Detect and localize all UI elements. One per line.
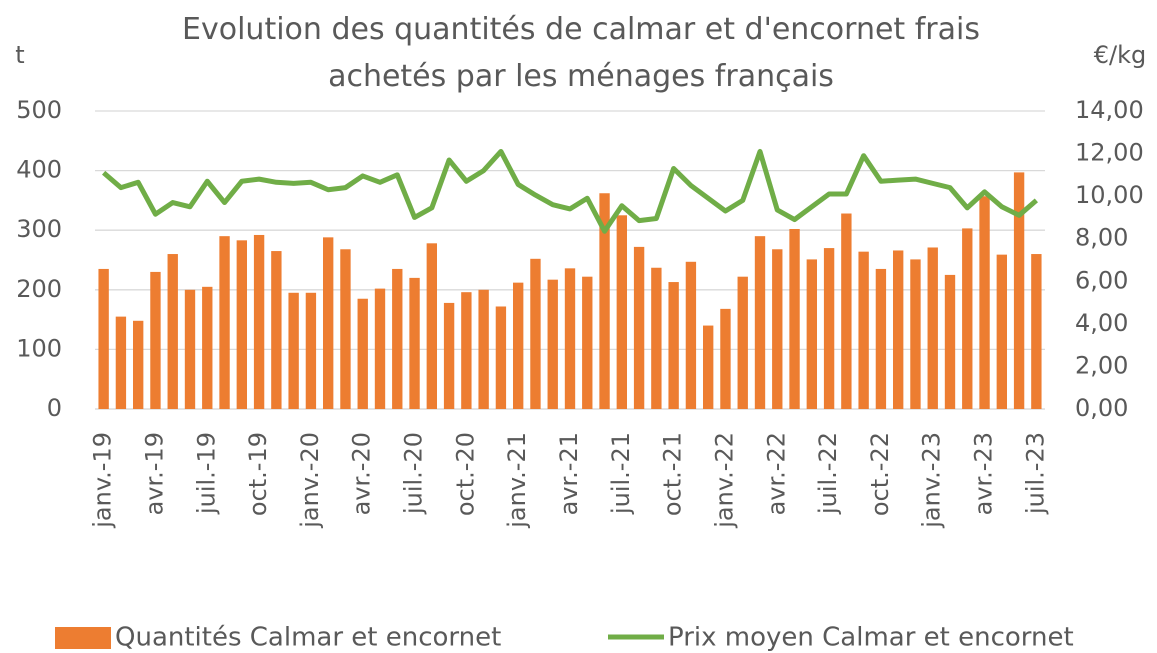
- bar: [599, 193, 610, 409]
- bar: [996, 254, 1007, 409]
- y-tick-label: 0: [47, 394, 62, 422]
- x-tick-label: janv.-21: [503, 432, 531, 529]
- y2-tick-label: 10,00: [1075, 181, 1144, 209]
- y2-tick-label: 2,00: [1075, 351, 1128, 379]
- bar: [357, 298, 368, 409]
- x-tick-label: janv.-20: [296, 432, 324, 529]
- bar: [582, 276, 593, 409]
- bar: [513, 282, 524, 409]
- x-tick-label: juil.-20: [400, 432, 428, 515]
- bar: [806, 259, 817, 409]
- x-tick-label: janv.-19: [89, 432, 117, 529]
- bar: [167, 254, 178, 409]
- bar: [616, 215, 627, 409]
- bar: [962, 228, 973, 409]
- x-tick-label: avr.-19: [140, 432, 168, 515]
- bar: [288, 292, 299, 409]
- bar: [461, 292, 472, 409]
- bar: [98, 268, 109, 409]
- x-tick-label: oct.-22: [866, 432, 894, 516]
- bar: [772, 249, 783, 409]
- bar: [633, 246, 645, 409]
- x-tick-label: avr.-21: [555, 432, 583, 515]
- x-tick-label: avr.-22: [762, 432, 790, 515]
- bar: [893, 250, 904, 409]
- bar: [1031, 254, 1042, 409]
- y2-tick-label: 14,00: [1075, 96, 1144, 124]
- bar: [944, 274, 956, 409]
- x-tick-label: juil.-22: [814, 432, 842, 515]
- bar: [115, 316, 127, 409]
- bar: [651, 267, 662, 409]
- legend-swatch: [55, 627, 111, 649]
- legend-label: Quantités Calmar et encornet: [115, 623, 501, 653]
- bar: [1013, 172, 1025, 409]
- bar: [910, 259, 921, 409]
- bar: [184, 289, 196, 409]
- bar: [374, 288, 386, 409]
- bar: [858, 251, 869, 409]
- y-tick-label: 100: [16, 334, 62, 362]
- y-tick-label: 400: [16, 156, 62, 184]
- line: [102, 148, 1038, 234]
- bar: [133, 320, 144, 409]
- bar: [340, 249, 351, 409]
- x-tick-label: avr.-23: [970, 432, 998, 515]
- x-tick-label: juil.-19: [192, 432, 220, 515]
- bar: [443, 302, 455, 409]
- chart-title: Evolution des quantités de calmar et d'e…: [182, 12, 980, 94]
- y2-tick-label: 12,00: [1075, 139, 1144, 167]
- bar: [979, 196, 990, 409]
- x-tick-label: oct.-21: [659, 432, 687, 516]
- bar: [219, 236, 230, 409]
- bar: [253, 234, 265, 409]
- bar: [737, 276, 748, 409]
- x-tick-label: janv.-22: [710, 432, 738, 529]
- bar: [927, 247, 938, 409]
- bar: [668, 282, 679, 409]
- bar: [754, 236, 766, 409]
- bar: [478, 289, 489, 409]
- x-tick-label: janv.-23: [918, 432, 946, 529]
- x-tick-label: juil.-23: [1021, 432, 1049, 515]
- y2-axis-label: €/kg: [1094, 41, 1147, 69]
- bar: [823, 248, 835, 409]
- y2-tick-label: 4,00: [1075, 309, 1128, 337]
- bar: [236, 240, 247, 409]
- bar: [150, 271, 161, 409]
- bar: [789, 229, 800, 409]
- y-tick-label: 200: [16, 275, 62, 303]
- bar: [564, 268, 576, 409]
- bar: [409, 277, 420, 409]
- y-tick-label: 300: [16, 215, 62, 243]
- bar: [720, 308, 731, 409]
- x-tick-label: juil.-21: [607, 432, 635, 515]
- y2-tick-label: 6,00: [1075, 266, 1128, 294]
- bar: [875, 268, 887, 409]
- x-tick-label: oct.-19: [244, 432, 272, 516]
- bar: [530, 258, 541, 409]
- bar: [841, 213, 852, 409]
- y2-tick-label: 0,00: [1075, 394, 1128, 422]
- bar: [426, 243, 437, 409]
- x-tick-label: oct.-20: [451, 432, 479, 516]
- bar: [703, 325, 714, 409]
- bar: [392, 268, 403, 409]
- bar: [271, 251, 282, 409]
- y-tick-label: 500: [16, 96, 62, 124]
- y2-tick-label: 8,00: [1075, 224, 1128, 252]
- bar: [495, 306, 507, 409]
- bar: [547, 279, 558, 409]
- y-axis-label: t: [15, 41, 24, 69]
- bar: [323, 237, 334, 409]
- bar: [305, 292, 317, 409]
- x-tick-label: avr.-20: [348, 432, 376, 515]
- bar: [202, 286, 213, 409]
- legend-label: Prix moyen Calmar et encornet: [668, 623, 1074, 653]
- bar: [685, 261, 697, 409]
